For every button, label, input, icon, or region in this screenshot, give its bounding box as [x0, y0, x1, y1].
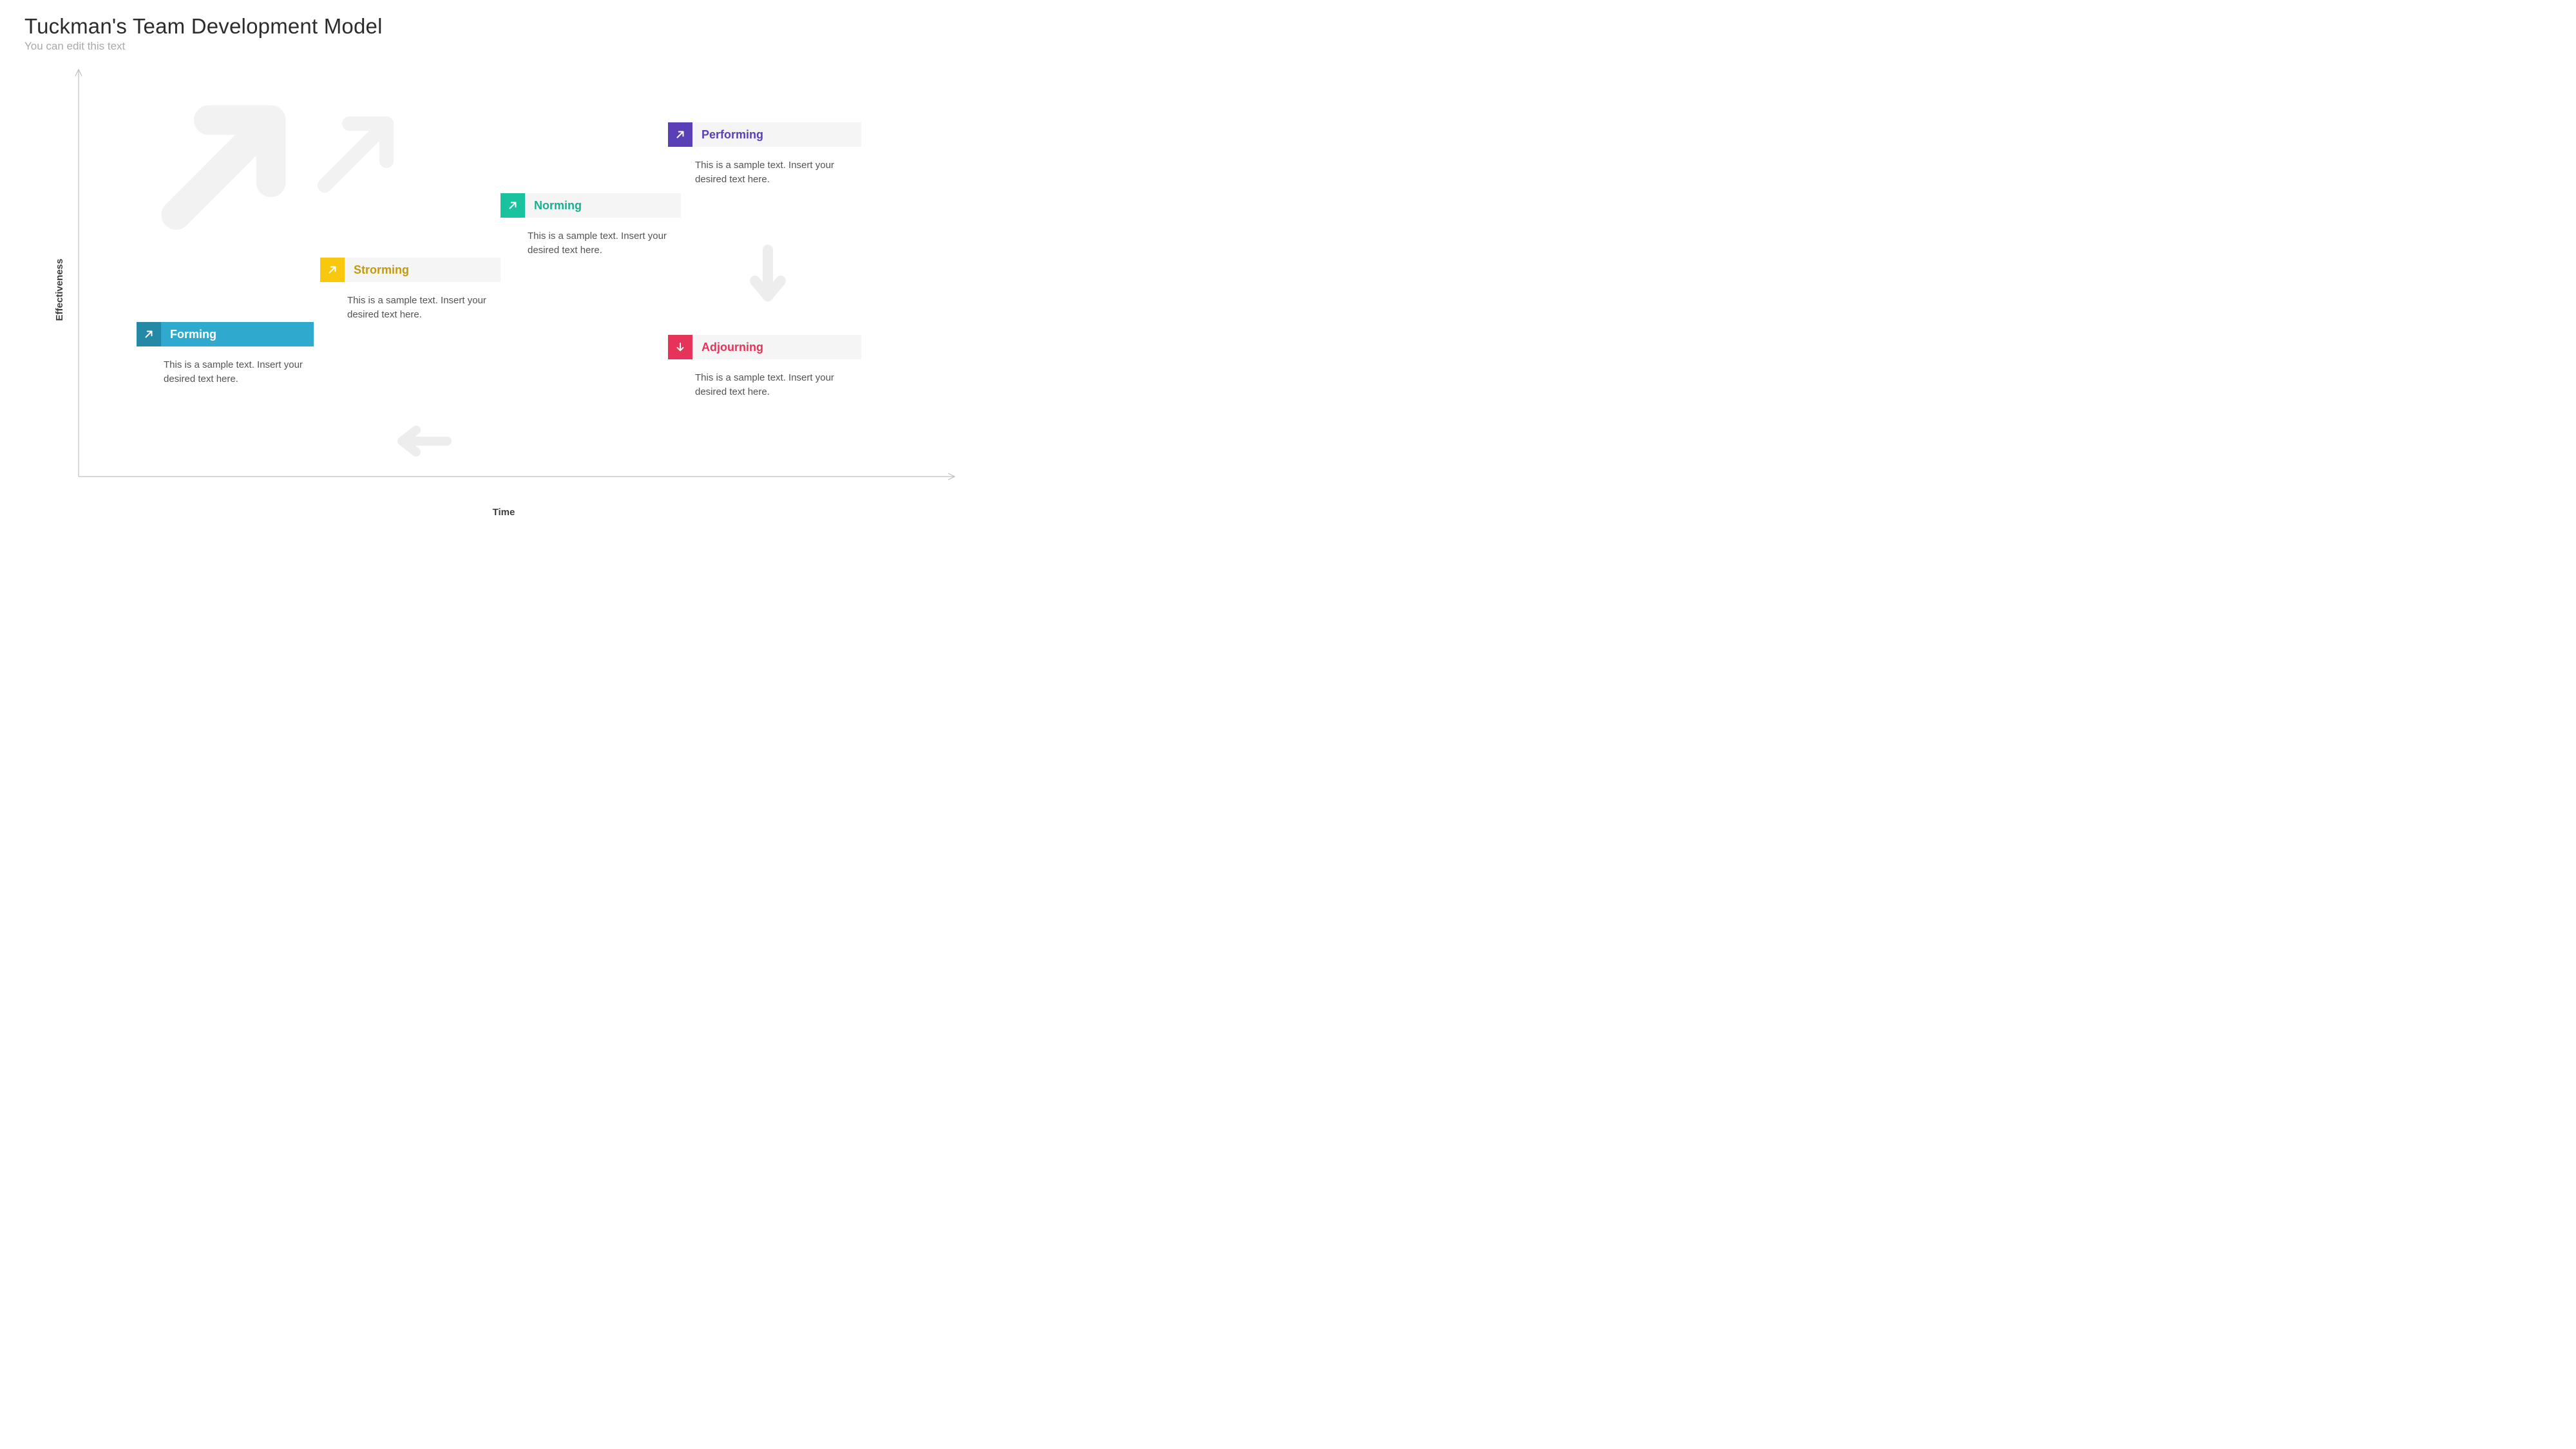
stage-header: Performing: [668, 122, 861, 147]
y-axis-label: Effectiveness: [54, 259, 65, 321]
stage-header: Adjourning: [668, 335, 861, 359]
flow-arrow-down-icon: [749, 245, 787, 303]
page-subtitle: You can edit this text: [24, 40, 125, 53]
stage-header: Strorming: [320, 258, 501, 282]
stage-label: Forming: [161, 322, 314, 346]
page-title: Tuckman's Team Development Model: [24, 14, 383, 39]
stage-performing: Performing This is a sample text. Insert …: [668, 122, 861, 187]
stage-description: This is a sample text. Insert your desir…: [164, 358, 305, 386]
arrow-up-right-icon: [501, 193, 525, 218]
stage-description: This is a sample text. Insert your desir…: [347, 294, 489, 322]
stage-label: Adjourning: [692, 335, 861, 359]
stage-forming: Forming This is a sample text. Insert you…: [137, 322, 314, 386]
stage-header: Forming: [137, 322, 314, 346]
stage-header: Norming: [501, 193, 681, 218]
stage-label: Performing: [692, 122, 861, 147]
chart-area: Effectiveness Time Forming This is a samp…: [40, 64, 968, 515]
x-axis-label: Time: [493, 507, 515, 518]
stage-adjourning: Adjourning This is a sample text. Insert …: [668, 335, 861, 399]
stage-description: This is a sample text. Insert your desir…: [695, 371, 837, 399]
stage-label: Norming: [525, 193, 681, 218]
flow-arrow-left-icon: [394, 425, 452, 457]
arrow-down-icon: [668, 335, 692, 359]
arrow-up-right-icon: [320, 258, 345, 282]
slide: Tuckman's Team Development Model You can…: [0, 0, 989, 556]
stage-description: This is a sample text. Insert your desir…: [695, 158, 837, 187]
arrow-up-right-icon: [137, 322, 161, 346]
arrow-up-right-icon: [668, 122, 692, 147]
stage-norming: Norming This is a sample text. Insert you…: [501, 193, 681, 258]
stage-storming: Strorming This is a sample text. Insert y…: [320, 258, 501, 322]
stage-label: Strorming: [345, 258, 501, 282]
stage-description: This is a sample text. Insert your desir…: [528, 229, 669, 258]
